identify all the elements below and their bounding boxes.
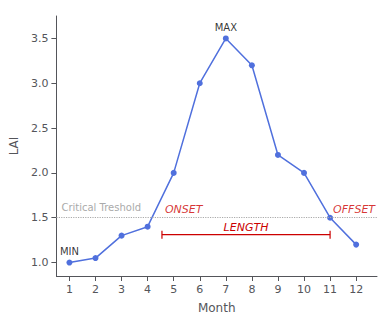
svg-text:3.5: 3.5: [31, 32, 49, 45]
svg-text:3.0: 3.0: [31, 77, 49, 90]
svg-text:OFFSET: OFFSET: [333, 203, 376, 216]
svg-text:12: 12: [349, 283, 363, 296]
svg-text:5: 5: [170, 283, 177, 296]
svg-text:11: 11: [323, 283, 337, 296]
svg-text:2.0: 2.0: [31, 166, 49, 179]
svg-text:LENGTH: LENGTH: [224, 221, 269, 234]
svg-text:Critical Treshold: Critical Treshold: [61, 202, 141, 213]
svg-text:MIN: MIN: [60, 246, 79, 257]
svg-text:6: 6: [196, 283, 203, 296]
svg-text:LAI: LAI: [7, 137, 21, 156]
svg-text:3: 3: [118, 283, 125, 296]
svg-text:Month: Month: [198, 301, 236, 315]
svg-text:4: 4: [144, 283, 151, 296]
svg-text:1.0: 1.0: [31, 256, 49, 269]
svg-text:1.5: 1.5: [31, 211, 49, 224]
svg-text:2.5: 2.5: [31, 122, 49, 135]
svg-text:1: 1: [66, 283, 73, 296]
svg-text:MAX: MAX: [215, 22, 237, 33]
svg-text:ONSET: ONSET: [165, 203, 204, 216]
svg-text:7: 7: [222, 283, 229, 296]
svg-text:10: 10: [297, 283, 311, 296]
svg-text:2: 2: [92, 283, 99, 296]
svg-text:9: 9: [274, 283, 281, 296]
svg-text:8: 8: [248, 283, 255, 296]
